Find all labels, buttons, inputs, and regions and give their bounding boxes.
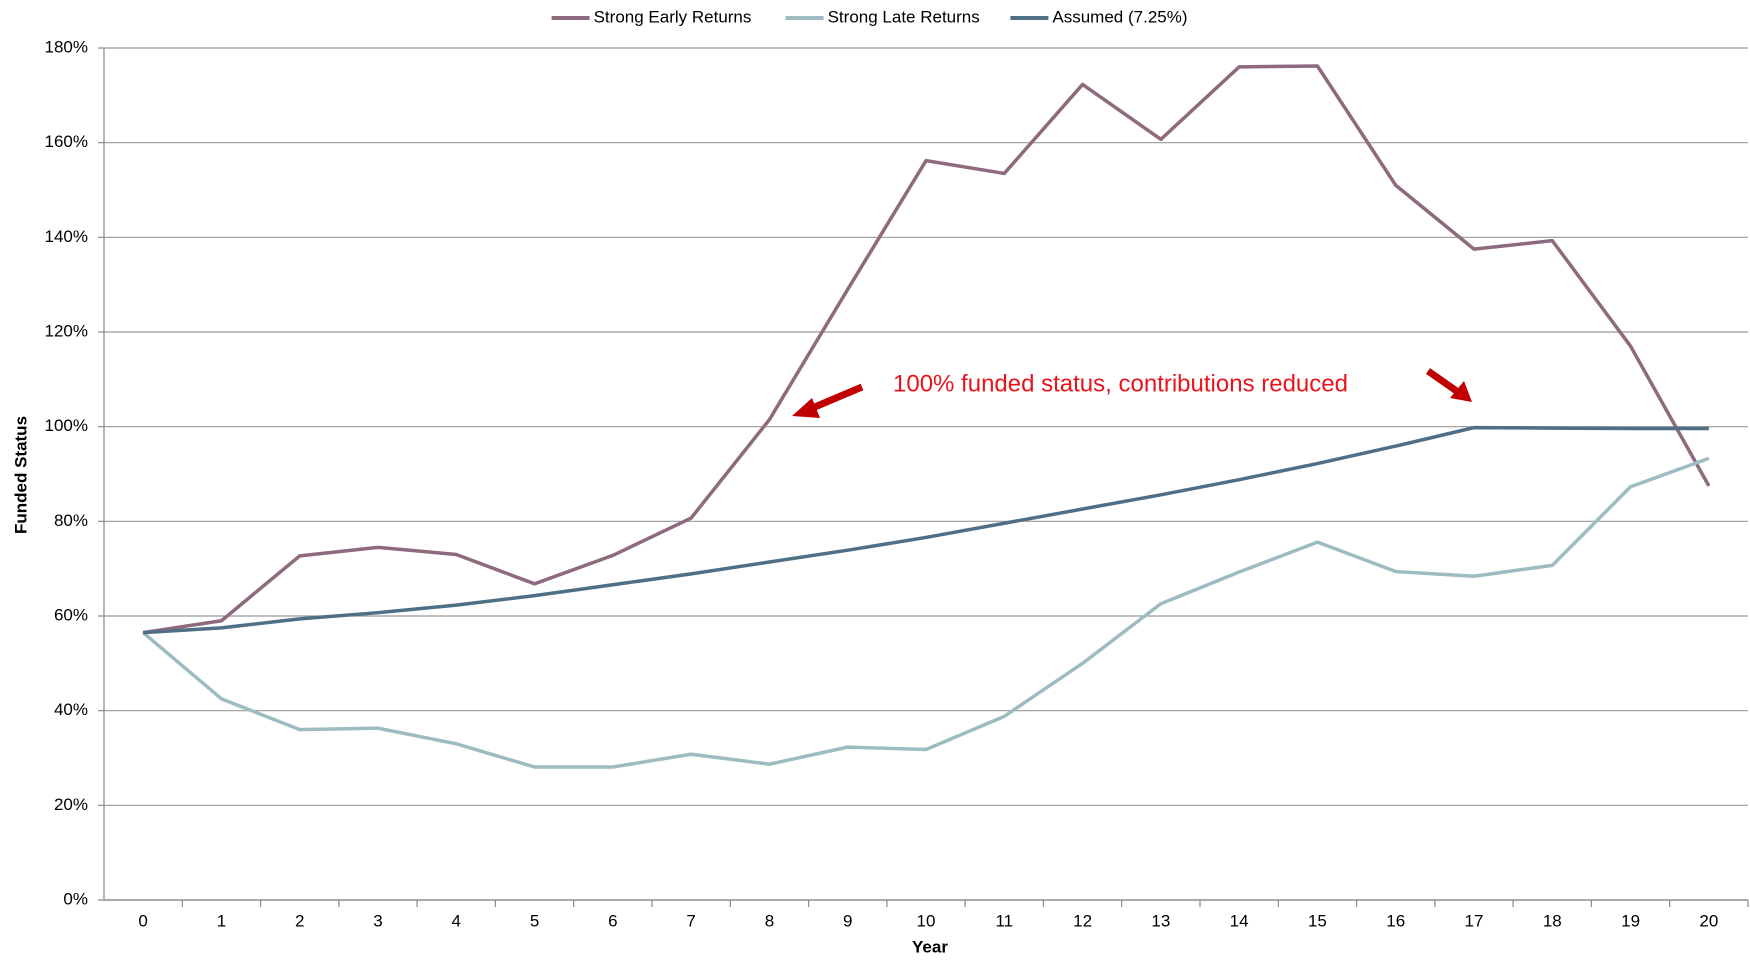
y-tick-label: 100%: [45, 416, 88, 435]
series-line: [143, 425, 1709, 635]
x-tick-label: 6: [608, 911, 617, 930]
x-tick-label: 11: [995, 911, 1013, 930]
legend-label: Strong Early Returns: [594, 7, 752, 26]
x-tick-label: 5: [530, 911, 539, 930]
x-tick-label: 18: [1543, 911, 1562, 930]
x-tick-label: 15: [1308, 911, 1327, 930]
y-tick-label: 120%: [45, 321, 88, 340]
x-tick-label: 9: [843, 911, 852, 930]
y-tick-label: 180%: [45, 37, 88, 56]
arrow-head: [1450, 381, 1472, 402]
annotation: 100% funded status, contributions reduce…: [893, 370, 1348, 397]
series-line: [142, 456, 1710, 769]
x-tick-label: 2: [295, 911, 304, 930]
y-tick-label: 20%: [54, 795, 88, 814]
x-axis-title: Year: [912, 937, 948, 956]
x-tick-label: 3: [373, 911, 382, 930]
y-tick-label: 80%: [54, 511, 88, 530]
y-tick-label: 0%: [63, 889, 88, 908]
arrow: [808, 383, 864, 413]
x-tick-label: 20: [1699, 911, 1718, 930]
legend-label: Strong Late Returns: [828, 7, 980, 26]
x-tick-label: 14: [1230, 911, 1249, 930]
arrow-head: [792, 398, 820, 418]
x-tick-label: 16: [1386, 911, 1405, 930]
x-tick-label: 10: [917, 911, 936, 930]
series-line: [142, 64, 1711, 635]
x-tick-label: 8: [765, 911, 774, 930]
x-tick-label: 17: [1465, 911, 1484, 930]
x-tick-label: 0: [138, 911, 147, 930]
legend-label: Assumed (7.25%): [1052, 7, 1187, 26]
x-tick-label: 1: [217, 911, 226, 930]
annotation-arrows: [792, 368, 1472, 418]
y-tick-label: 160%: [45, 132, 88, 151]
y-axis-title: Funded Status: [11, 416, 30, 534]
x-tick-label: 7: [686, 911, 695, 930]
arrow: [1425, 368, 1461, 395]
y-tick-label: 60%: [54, 605, 88, 624]
x-tick-label: 4: [452, 911, 461, 930]
y-tick-label: 140%: [45, 227, 88, 246]
x-tick-label: 13: [1151, 911, 1170, 930]
x-tick-label: 12: [1073, 911, 1092, 930]
x-tick-label: 19: [1621, 911, 1640, 930]
y-tick-label: 40%: [54, 700, 88, 719]
